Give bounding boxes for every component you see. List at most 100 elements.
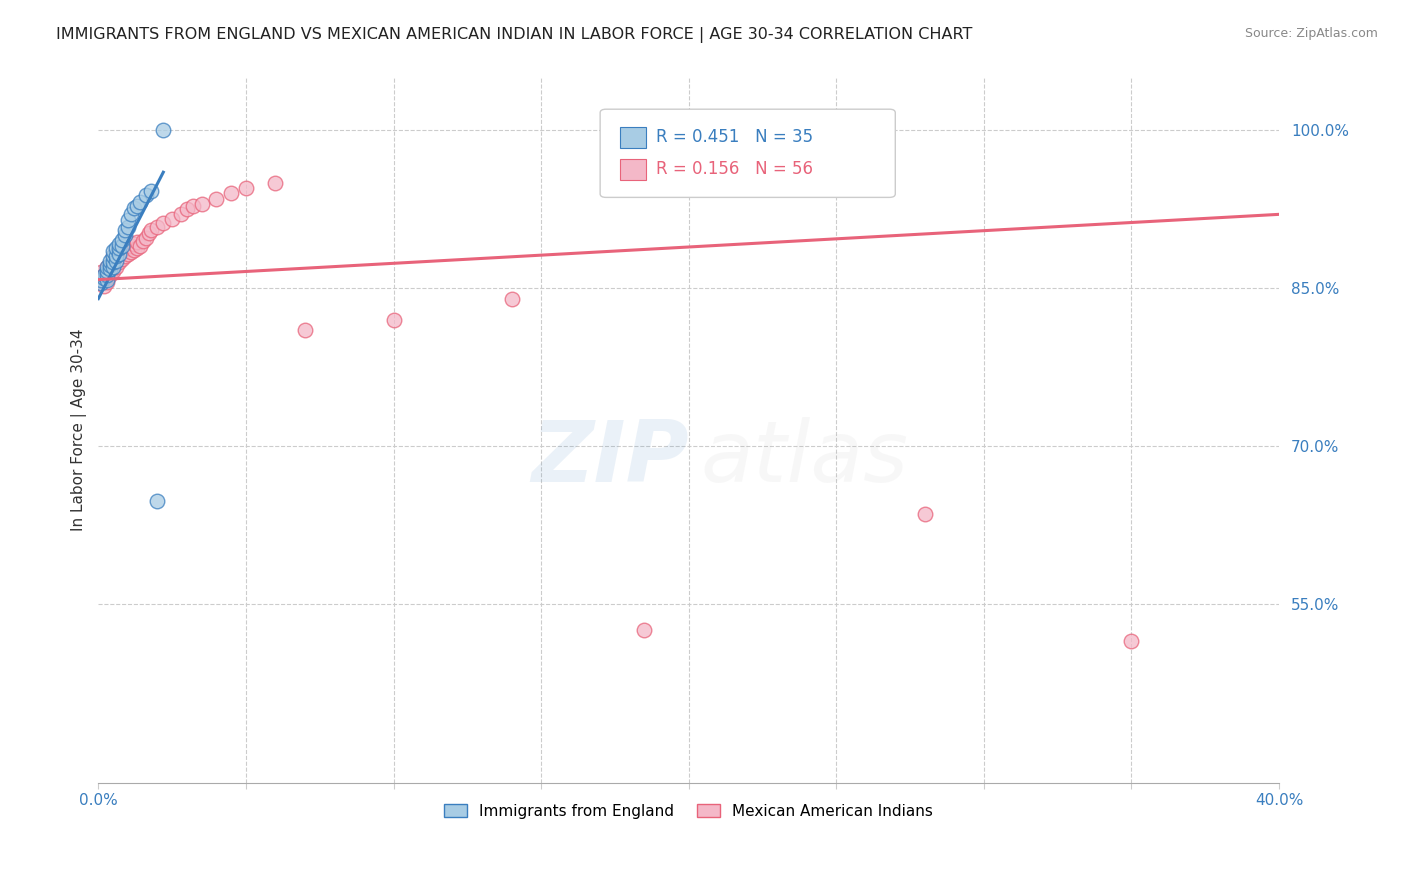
Point (1121, 633, 1143, 648)
Point (96, 268, 118, 283)
Text: IMMIGRANTS FROM ENGLAND VS MEXICAN AMERICAN INDIAN IN LABOR FORCE | AGE 30-34 CO: IMMIGRANTS FROM ENGLAND VS MEXICAN AMERI… (56, 27, 973, 43)
Point (98, 264, 121, 278)
Point (108, 247, 131, 261)
Point (101, 260, 124, 274)
Point (128, 239, 150, 253)
Point (219, 186, 242, 201)
Text: R = 0.156   N = 56: R = 0.156 N = 56 (655, 161, 813, 178)
Point (98, 268, 121, 283)
Point (98, 258, 121, 272)
Point (96, 260, 118, 274)
Point (135, 188, 157, 202)
Point (93, 268, 115, 283)
Text: R = 0.451   N = 35: R = 0.451 N = 35 (655, 128, 813, 146)
Point (101, 264, 124, 278)
Point (108, 241, 131, 255)
Point (96, 264, 118, 278)
Point (111, 252, 134, 266)
Point (205, 192, 228, 206)
Text: Source: ZipAtlas.com: Source: ZipAtlas.com (1244, 27, 1378, 40)
Point (101, 260, 124, 274)
Point (131, 234, 153, 248)
Point (93, 279, 115, 293)
Point (117, 212, 139, 227)
FancyBboxPatch shape (600, 109, 896, 197)
Point (125, 199, 148, 213)
Point (96, 265, 118, 279)
Point (90, 275, 112, 289)
Point (105, 253, 128, 268)
Point (294, 323, 316, 337)
Point (122, 243, 145, 257)
Point (114, 250, 136, 264)
Y-axis label: In Labor Force | Age 30-34: In Labor Force | Age 30-34 (72, 329, 87, 532)
Point (125, 235, 148, 249)
Point (93, 268, 115, 283)
Point (117, 247, 139, 261)
Point (105, 241, 128, 255)
Bar (620, 127, 647, 148)
Point (108, 247, 131, 261)
Point (152, 123, 174, 137)
Point (633, 624, 655, 638)
Point (120, 245, 142, 260)
Point (141, 223, 163, 237)
Point (93, 272, 115, 286)
Point (135, 230, 157, 244)
Point (138, 227, 160, 241)
Point (90, 276, 112, 290)
Point (122, 201, 145, 215)
Point (120, 207, 142, 221)
Legend: Immigrants from England, Mexican American Indians: Immigrants from England, Mexican America… (439, 797, 939, 825)
Point (90, 270, 112, 285)
Point (160, 211, 183, 226)
Point (501, 292, 523, 306)
Point (382, 312, 405, 326)
Point (114, 223, 136, 237)
Point (101, 250, 124, 264)
Point (111, 241, 134, 255)
Point (105, 253, 128, 268)
Point (117, 219, 139, 234)
Point (96, 260, 118, 274)
Point (96, 275, 118, 289)
Point (176, 202, 198, 216)
Point (146, 493, 169, 508)
Point (141, 184, 163, 198)
Point (152, 216, 174, 230)
Point (108, 254, 131, 268)
Point (90, 265, 112, 279)
Point (101, 254, 124, 268)
Text: ZIP: ZIP (531, 417, 689, 500)
Point (120, 239, 142, 253)
Bar (620, 159, 647, 180)
Point (128, 194, 150, 209)
Point (98, 253, 121, 268)
Point (111, 233, 134, 247)
Point (96, 270, 118, 285)
Text: atlas: atlas (700, 417, 908, 500)
Point (181, 199, 204, 213)
Point (235, 181, 257, 195)
Point (114, 228, 136, 243)
Point (111, 239, 134, 253)
Point (105, 260, 128, 274)
Point (93, 270, 115, 285)
Point (98, 262, 121, 277)
Point (105, 250, 128, 264)
Point (114, 243, 136, 257)
Point (914, 508, 936, 522)
Point (108, 236, 131, 251)
Point (125, 241, 148, 255)
Point (117, 241, 139, 255)
Point (111, 245, 134, 260)
Point (98, 258, 121, 272)
Point (146, 219, 169, 234)
Point (101, 244, 124, 259)
Point (101, 250, 124, 264)
Point (190, 196, 212, 211)
Point (101, 254, 124, 268)
Point (96, 272, 118, 286)
Point (90, 272, 112, 286)
Point (170, 207, 193, 221)
